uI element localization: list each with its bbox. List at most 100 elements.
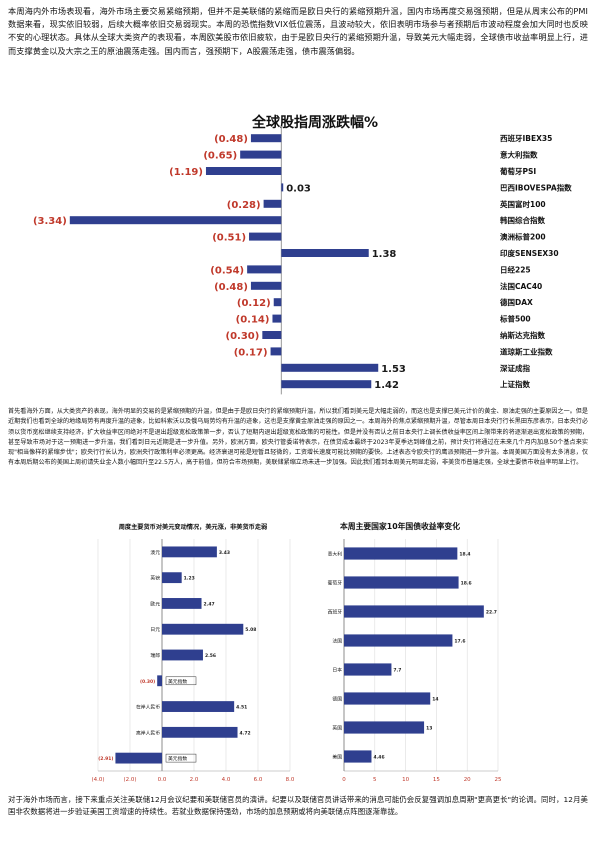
data-label: 7.7 (393, 668, 401, 674)
x-tick-label: 15 (433, 777, 440, 783)
data-label: (0.30) (226, 331, 260, 342)
category-label: 美元指数 (168, 755, 187, 762)
x-tick-label: 2.0 (190, 777, 199, 783)
data-label: 4.51 (236, 705, 247, 711)
category-label: 日元 (150, 627, 160, 633)
category-label: 意大利 (328, 551, 343, 558)
chart-title: 全球股指周涨跌幅% (251, 114, 378, 131)
category-label: 美元指数 (168, 678, 187, 685)
category-label: 德国 (332, 696, 342, 703)
currency-chart-svg: 周度主要货币对美元变动情况，美元涨，非美货币走弱 (4.0) (2.0) 0.0 2.0… (91, 523, 295, 783)
data-label: 4.72 (240, 730, 251, 736)
data-label: (0.14) (236, 315, 270, 326)
category-label: 瑞郎 (150, 652, 160, 659)
category-label: 意大利指数 (500, 150, 538, 160)
x-tick-label: 20 (464, 777, 471, 783)
middle-paragraph: 首先看海外方面，从大类资产的表现，海外明显的交易的是紧缩预期的升温，但是由于是欧… (8, 408, 588, 467)
bar (69, 216, 282, 225)
bar (281, 380, 372, 389)
x-tick-label: 10 (402, 777, 409, 783)
currency-chart: 周度主要货币对美元变动情况，美元涨，非美货币走弱 (4.0) (2.0) 0.0 2.0… (85, 517, 300, 792)
data-label: (0.48) (214, 134, 248, 145)
bar (162, 546, 217, 558)
bar (344, 663, 392, 676)
category-label: 道琼斯工业指数 (500, 346, 553, 356)
category-label: 欧元 (150, 600, 160, 607)
data-label: 4.46 (373, 755, 384, 761)
category-label: 葡萄牙 (328, 580, 343, 587)
x-tick-label: 5 (373, 777, 377, 783)
global-index-chart: 全球股指周涨跌幅%(4.0)(3.0)(2.0)(1.0)0.01.02.0(0… (0, 108, 595, 412)
bottom-paragraph: 对于海外市场而言，接下来重点关注美联储12月会议纪要和美联储官员的演讲。纪要以及… (8, 795, 588, 816)
data-label: 3.43 (219, 550, 230, 556)
bar (344, 605, 484, 618)
category-label: 澳元 (150, 549, 160, 556)
category-label: 在岸人民币 (136, 704, 160, 711)
data-label: (0.30) (140, 679, 155, 685)
bar (344, 750, 372, 763)
global-index-chart-svg: 全球股指周涨跌幅%(4.0)(3.0)(2.0)(1.0)0.01.02.0(0… (21, 114, 572, 412)
bond-yield-chart: 本周主要国家10年国债收益率变化 0 5 10 15 20 25 18.4 意大利 18.6 葡萄牙… (300, 517, 505, 792)
data-label: (0.48) (214, 282, 248, 293)
data-label: 5.08 (245, 627, 256, 633)
x-tick-label: (4.0) (91, 777, 104, 783)
bar (162, 649, 203, 661)
bar (247, 265, 282, 274)
category-label: 印度SENSEX30 (500, 248, 559, 258)
bar (115, 752, 162, 764)
bar (263, 199, 282, 208)
bar (262, 331, 282, 339)
x-tick-label: 6.0 (254, 777, 263, 783)
data-label: 13 (426, 726, 432, 732)
category-label-box (165, 676, 197, 686)
bar (162, 572, 182, 584)
data-label: 18.4 (459, 552, 470, 558)
bar (281, 183, 284, 192)
category-label: 离岸人民币 (136, 729, 160, 736)
x-tick-label: 4.0 (222, 777, 231, 783)
category-label: 德国DAX (500, 297, 533, 307)
category-label: 英国富时100 (500, 199, 546, 209)
category-label: 澳洲标普200 (500, 232, 546, 242)
category-label: 英镑 (150, 575, 160, 582)
bar (344, 692, 431, 705)
data-label: (0.28) (227, 200, 261, 211)
bar (344, 634, 453, 647)
bar (272, 314, 282, 323)
data-label: (0.65) (203, 151, 237, 162)
category-label-box (165, 753, 197, 763)
bar (273, 298, 282, 307)
data-label: 18.6 (461, 581, 472, 587)
data-label: 2.47 (204, 601, 215, 607)
bar (249, 232, 282, 241)
bar (270, 347, 282, 356)
bar (250, 134, 282, 143)
bar (162, 726, 238, 738)
data-label: (0.12) (237, 298, 271, 309)
data-label: 1.23 (184, 576, 195, 582)
data-label: 22.7 (486, 610, 497, 616)
category-label: 韩国综合指数 (500, 215, 545, 225)
category-label: 葡萄牙PSI (499, 166, 536, 176)
chart-title: 周度主要货币对美元变动情况，美元涨，非美货币走弱 (119, 523, 268, 531)
data-label: (1.19) (169, 167, 203, 178)
data-label: 1.42 (374, 380, 399, 391)
x-tick-label: 8.0 (286, 777, 295, 783)
category-label: 深证成指 (500, 363, 530, 373)
data-label: (0.54) (210, 265, 244, 276)
category-label: 日经225 (500, 264, 531, 274)
data-label: (2.91) (98, 756, 113, 762)
category-label: 美国 (332, 754, 342, 761)
category-label: 英国 (332, 725, 342, 732)
x-tick-label: 0.0 (158, 777, 167, 783)
category-label: 标普500 (499, 314, 531, 324)
bar (281, 249, 369, 257)
data-label: 17.6 (454, 639, 465, 645)
category-label: 日本 (332, 667, 342, 674)
data-label: (3.34) (33, 216, 67, 227)
bar (162, 701, 235, 712)
category-label: 纳斯达克指数 (500, 330, 545, 340)
data-label: 0.03 (286, 183, 311, 194)
data-label: 1.38 (372, 249, 397, 260)
bar (205, 167, 282, 175)
